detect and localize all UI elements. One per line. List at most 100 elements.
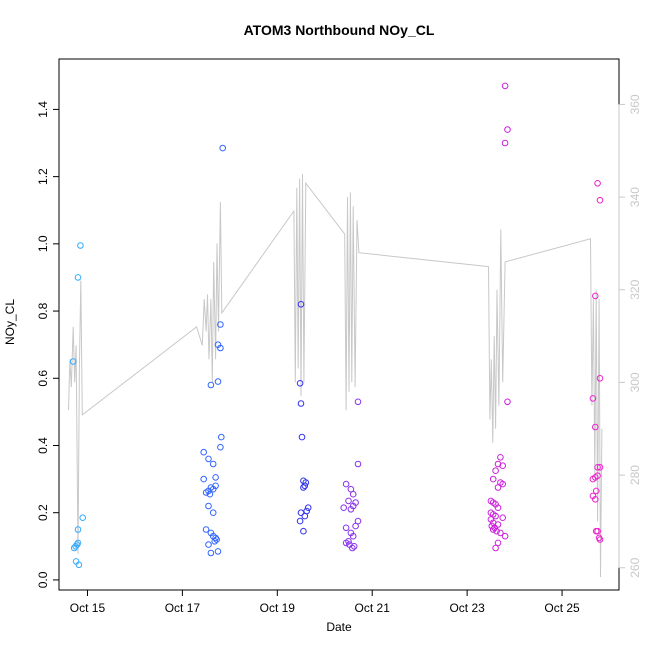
data-point xyxy=(499,514,507,522)
data-point xyxy=(596,196,604,204)
x-axis: Oct 15 Oct 17 Oct 19 Oct 21 Oct 23 Oct 25 xyxy=(70,589,580,615)
data-point xyxy=(77,242,84,249)
data-point xyxy=(297,301,305,308)
data-point xyxy=(74,274,82,281)
y-axis-label: NOy_CL xyxy=(3,299,17,345)
data-point xyxy=(504,398,511,406)
data-point xyxy=(499,462,507,470)
right-tick-label: 280 xyxy=(628,465,642,485)
plot-frame xyxy=(58,58,620,591)
data-point xyxy=(354,398,362,406)
data-point xyxy=(217,321,224,328)
y-tick-label: 0.4 xyxy=(36,437,50,454)
data-point xyxy=(297,509,305,517)
data-point xyxy=(494,521,502,528)
data-point xyxy=(349,490,357,498)
data-point xyxy=(504,126,511,133)
data-point xyxy=(200,475,207,483)
y-tick-label: 0.2 xyxy=(36,504,50,521)
data-point xyxy=(298,433,306,441)
data-point xyxy=(340,504,348,512)
data-point xyxy=(79,514,86,522)
data-point xyxy=(75,561,83,569)
data-point xyxy=(497,454,504,461)
y-tick-label: 0.6 xyxy=(36,370,50,387)
data-point xyxy=(202,526,210,533)
data-point xyxy=(202,489,210,496)
data-point xyxy=(342,524,350,532)
y-tick-label: 1.4 xyxy=(36,101,50,118)
y-tick-label: 1.0 xyxy=(36,235,50,252)
data-point xyxy=(499,480,507,488)
right-tick-label: 320 xyxy=(628,279,642,299)
data-point xyxy=(592,496,599,503)
data-point xyxy=(594,180,601,187)
data-point xyxy=(296,517,304,525)
data-point xyxy=(501,139,509,147)
y-tick-label: 1.2 xyxy=(36,168,50,185)
data-point xyxy=(300,484,307,491)
altitude-line-layer xyxy=(68,173,603,578)
data-point xyxy=(592,423,599,431)
data-point xyxy=(347,506,355,513)
data-point xyxy=(592,292,599,300)
data-point xyxy=(497,529,504,537)
data-point xyxy=(494,539,502,547)
data-point xyxy=(501,532,509,540)
data-point xyxy=(206,490,214,498)
data-point xyxy=(596,464,604,471)
data-point xyxy=(594,472,601,480)
data-point xyxy=(74,526,82,533)
data-point xyxy=(345,497,352,505)
data-point xyxy=(492,512,499,520)
data-point xyxy=(354,460,362,468)
data-point xyxy=(342,539,350,547)
data-point xyxy=(501,82,509,90)
data-point xyxy=(594,464,601,471)
right-tick-label: 260 xyxy=(628,557,642,577)
data-point xyxy=(219,144,226,152)
data-point xyxy=(349,532,357,540)
data-point xyxy=(209,460,217,468)
data-point xyxy=(489,526,497,533)
data-point xyxy=(596,536,604,543)
data-point xyxy=(205,455,212,463)
x-tick-label: Oct 23 xyxy=(449,601,485,615)
data-point xyxy=(596,375,604,382)
data-point xyxy=(304,504,312,512)
data-point xyxy=(492,467,499,475)
data-point xyxy=(218,433,225,441)
data-point xyxy=(205,541,212,548)
data-point xyxy=(492,544,499,552)
data-point xyxy=(213,536,220,543)
y-tick-label: 0.8 xyxy=(36,302,50,319)
data-point xyxy=(209,509,217,517)
data-point xyxy=(352,522,359,530)
right-tick-label: 340 xyxy=(628,187,642,207)
data-point xyxy=(589,395,597,402)
data-point xyxy=(212,474,219,481)
y-tick-label: 0.0 xyxy=(36,571,50,588)
data-point xyxy=(494,484,502,491)
data-point xyxy=(589,475,597,483)
data-point xyxy=(70,544,78,552)
x-axis-label: Date xyxy=(326,620,352,634)
data-point xyxy=(594,527,601,535)
right-tick-label: 300 xyxy=(628,372,642,392)
data-point xyxy=(297,400,305,407)
data-point xyxy=(74,539,82,547)
data-point xyxy=(300,527,307,535)
data-point xyxy=(349,544,356,552)
data-point xyxy=(214,548,222,555)
x-tick-label: Oct 25 xyxy=(544,601,580,615)
data-point xyxy=(493,527,500,535)
data-point xyxy=(69,358,77,365)
data-point xyxy=(200,448,207,456)
data-point xyxy=(592,487,600,495)
data-point xyxy=(211,538,218,545)
x-tick-label: Oct 19 xyxy=(260,601,296,615)
data-point xyxy=(217,443,224,451)
altitude-line xyxy=(68,173,603,578)
